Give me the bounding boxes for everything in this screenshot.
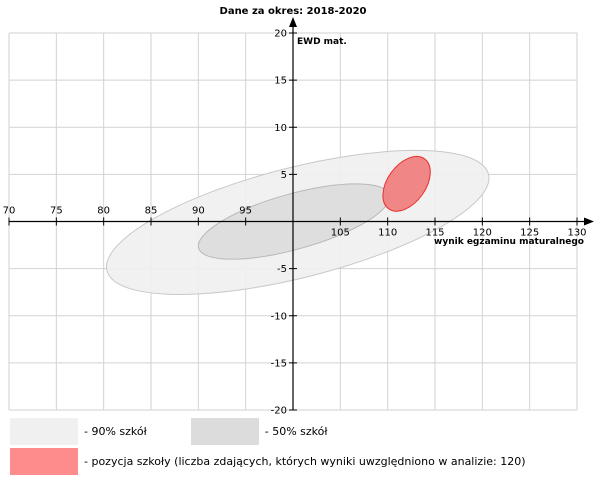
y-axis-arrow <box>289 17 297 27</box>
y-tick-label: -5 <box>277 264 287 275</box>
y-tick-label: -10 <box>271 311 287 322</box>
x-tick-label: 75 <box>50 206 63 217</box>
legend-label-50: - 50% szkół <box>264 424 328 438</box>
x-tick-label: 70 <box>3 206 16 217</box>
x-tick-label: 90 <box>192 206 205 217</box>
y-tick-label: 5 <box>281 170 287 181</box>
y-tick-label: 10 <box>274 123 287 134</box>
legend-swatch-50 <box>190 417 259 445</box>
x-tick-label: 80 <box>97 206 110 217</box>
ellipse-school-position <box>382 155 431 212</box>
legend-swatch-school <box>10 447 78 475</box>
y-axis-label: EWD mat. <box>297 37 347 47</box>
axes <box>9 17 594 410</box>
x-tick-label: 85 <box>145 206 158 217</box>
x-tick-label: 95 <box>239 206 252 217</box>
x-axis-arrow <box>584 217 594 226</box>
legend-swatch-90 <box>10 417 78 445</box>
legend-label-school: - pozycja szkoły (liczba zdających, któr… <box>84 454 526 468</box>
y-tick-label: 20 <box>274 29 287 40</box>
chart-title: Dane za okres: 2018-2020 <box>220 6 367 17</box>
x-tick-label: 105 <box>331 228 350 239</box>
y-tick-label: -20 <box>271 406 287 416</box>
x-tick-label: 125 <box>520 228 539 239</box>
legend-label-90: - 90% szkół <box>84 424 147 438</box>
chart-plot: Dane za okres: 2018-2020 70 75 80 85 90 95105… <box>3 6 594 416</box>
x-axis-label: wynik egzaminu maturalnego <box>434 237 584 247</box>
legend-row-2: - pozycja szkoły (liczba zdających, któr… <box>0 446 526 476</box>
y-tick-label: 15 <box>274 76 287 87</box>
x-tick-label: 130 <box>567 228 586 239</box>
x-tick-label: 120 <box>473 228 492 239</box>
x-tick-label: 110 <box>378 228 397 239</box>
y-tick-label: -15 <box>271 358 287 369</box>
confidence-ellipses <box>106 149 490 295</box>
legend-row-1: - 90% szkół - 50% szkół <box>0 416 328 446</box>
x-tick-label: 115 <box>425 228 444 239</box>
